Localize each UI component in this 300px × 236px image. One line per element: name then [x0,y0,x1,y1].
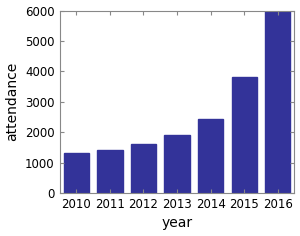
Bar [265,11,290,193]
Bar [232,77,257,193]
Bar [131,144,156,193]
Bar [97,151,122,193]
Bar [198,118,223,193]
Y-axis label: attendance: attendance [6,62,20,141]
X-axis label: year: year [161,216,193,230]
Bar [164,135,190,193]
Bar [64,153,89,193]
